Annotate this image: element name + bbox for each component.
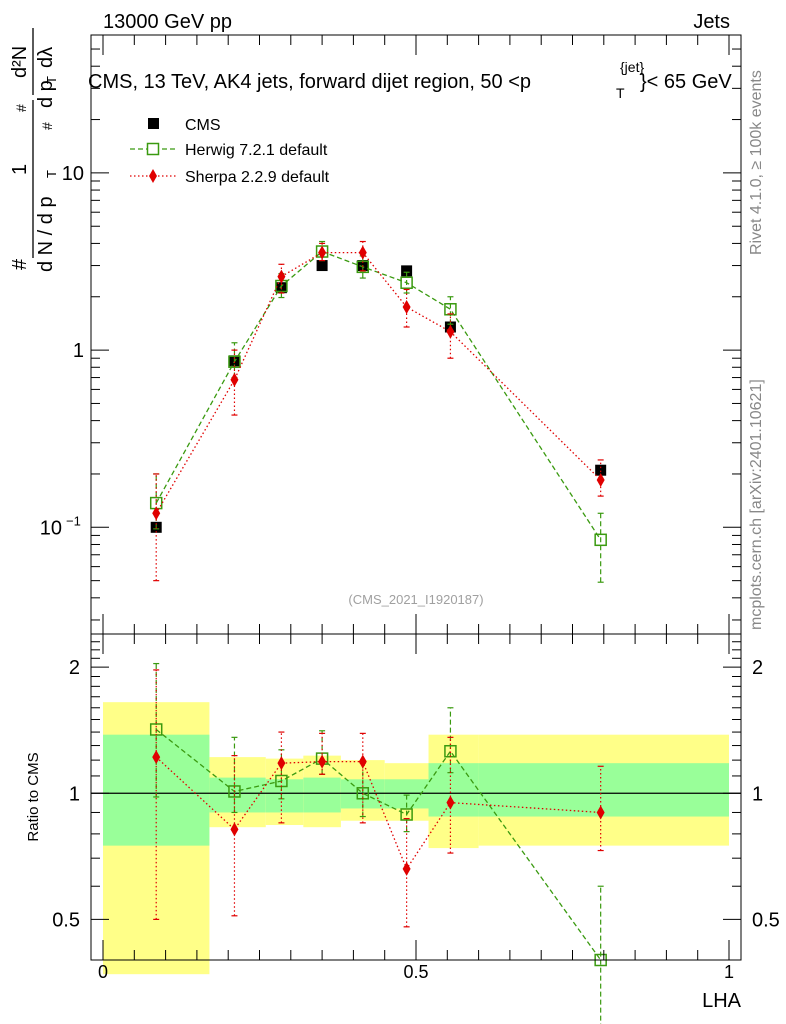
x-axis-label: LHA: [702, 990, 742, 1012]
legend-herwig-label: Herwig 7.2.1 default: [185, 142, 328, 159]
y-tick-exponent-0: −1: [66, 513, 81, 528]
uncertainty-band-inner: [209, 777, 266, 813]
legend-cms-marker: [148, 118, 159, 129]
ratio-ylabel: Ratio to CMS: [25, 752, 42, 841]
data-point: [595, 464, 607, 476]
y-tick-label-0: 10: [40, 517, 62, 539]
series-herwig-7-2-1-default: [149, 240, 607, 583]
ratio-tick-label-left-1: 1: [69, 783, 80, 805]
data-point: [356, 260, 370, 274]
ylabel-den-lhs: d N / d p: [35, 196, 57, 272]
ratio-series-sherpa-2-2-9-default: [152, 669, 605, 928]
ratio-point: [152, 750, 161, 765]
ratio-series-line: [155, 728, 602, 961]
data-point: [594, 533, 607, 547]
ratio-tick-label-right-1: 1: [752, 783, 763, 805]
ylabel-num-top: d²N: [9, 46, 31, 78]
x-tick-label-0: 0: [98, 962, 108, 982]
chart-title: CMS, 13 TeV, AK4 jets, forward dijet reg…: [88, 59, 732, 101]
data-point: [228, 355, 241, 368]
y-tick-label-2: 10: [62, 163, 84, 185]
x-ticks: [102, 35, 730, 960]
ylabel-hash-left: #: [9, 258, 31, 270]
data-point: [318, 245, 327, 260]
data-point: [446, 324, 455, 339]
header-right: Jets: [693, 11, 730, 33]
ratio-panel-data: [91, 662, 741, 1024]
main-yticks: 10 −1 1 10: [40, 34, 741, 621]
ratio-tick-label-left-0: 0.5: [52, 909, 80, 931]
chart-title-main: CMS, 13 TeV, AK4 jets, forward dijet reg…: [88, 71, 531, 93]
ratio-point: [446, 795, 455, 810]
main-ylabel: # 1 d N / d p T # d²N # d p T dλ: [9, 28, 59, 272]
data-point: [152, 506, 161, 521]
ratio-series-line: [155, 756, 601, 871]
ylabel-den-rhs: d p: [35, 80, 57, 108]
legend: CMS Herwig 7.2.1 default Sherpa 2.2.9 de…: [130, 117, 330, 186]
ratio-point: [358, 754, 367, 769]
ratio-tick-label-right-0: 0.5: [752, 909, 780, 931]
uncertainty-band-inner: [265, 779, 304, 813]
mcplots-label: mcplots.cern.ch [arXiv:2401.10621]: [748, 379, 765, 630]
series-cms: [150, 260, 607, 533]
ratio-point: [228, 785, 241, 798]
ratio-point: [277, 756, 286, 771]
ratio-tick-label-right-2: 2: [752, 657, 763, 679]
legend-cms-label: CMS: [185, 117, 221, 134]
header-left: 13000 GeV pp: [103, 11, 232, 33]
legend-sherpa-marker: [149, 169, 157, 183]
data-point: [400, 276, 413, 289]
chart-title-end: }< 65 GeV: [640, 71, 732, 93]
x-tick-label-1: 1: [724, 962, 734, 982]
uncertainty-band-inner: [303, 777, 341, 813]
data-point: [402, 300, 411, 315]
analysis-watermark: (CMS_2021_I1920187): [348, 592, 483, 607]
series-line-1: [155, 250, 602, 541]
data-point: [596, 472, 605, 487]
uncertainty-band-inner: [478, 763, 729, 817]
main-panel-data: [149, 240, 607, 583]
data-point: [277, 269, 286, 284]
series-sherpa-2-2-9-default: [152, 240, 605, 582]
ylabel-den-rhs-sub: T: [44, 76, 59, 84]
ylabel-hash-mid: #: [13, 104, 29, 112]
data-point: [316, 260, 328, 272]
ylabel-hash-right: #: [39, 122, 55, 130]
x-tick-label-0.5: 0.5: [403, 962, 428, 982]
data-point: [230, 372, 239, 387]
ylabel-one: 1: [9, 164, 31, 175]
ylabel-den-lhs-sub: T: [44, 170, 59, 178]
uncertainty-band-inner: [428, 763, 479, 817]
ratio-ticks: 0.5 0.5 1 1 2 2: [52, 633, 780, 961]
chart-title-sub: T: [616, 85, 625, 101]
ratio-point: [230, 822, 239, 837]
ratio-point: [402, 861, 411, 876]
ratio-point: [400, 808, 413, 821]
legend-herwig-marker: [146, 142, 160, 156]
ratio-point: [596, 805, 605, 820]
legend-sherpa-label: Sherpa 2.2.9 default: [185, 169, 330, 186]
data-point: [444, 303, 457, 316]
y-tick-label-1: 1: [73, 340, 84, 362]
data-point: [401, 265, 413, 277]
chart-title-super: {jet}: [620, 59, 644, 75]
rivet-version-label: Rivet 4.1.0, ≥ 100k events: [748, 70, 765, 255]
ylabel-den-rhs2: dλ: [35, 47, 57, 68]
ratio-point: [318, 754, 327, 769]
ratio-tick-label-left-2: 2: [69, 657, 80, 679]
data-point: [358, 245, 367, 260]
